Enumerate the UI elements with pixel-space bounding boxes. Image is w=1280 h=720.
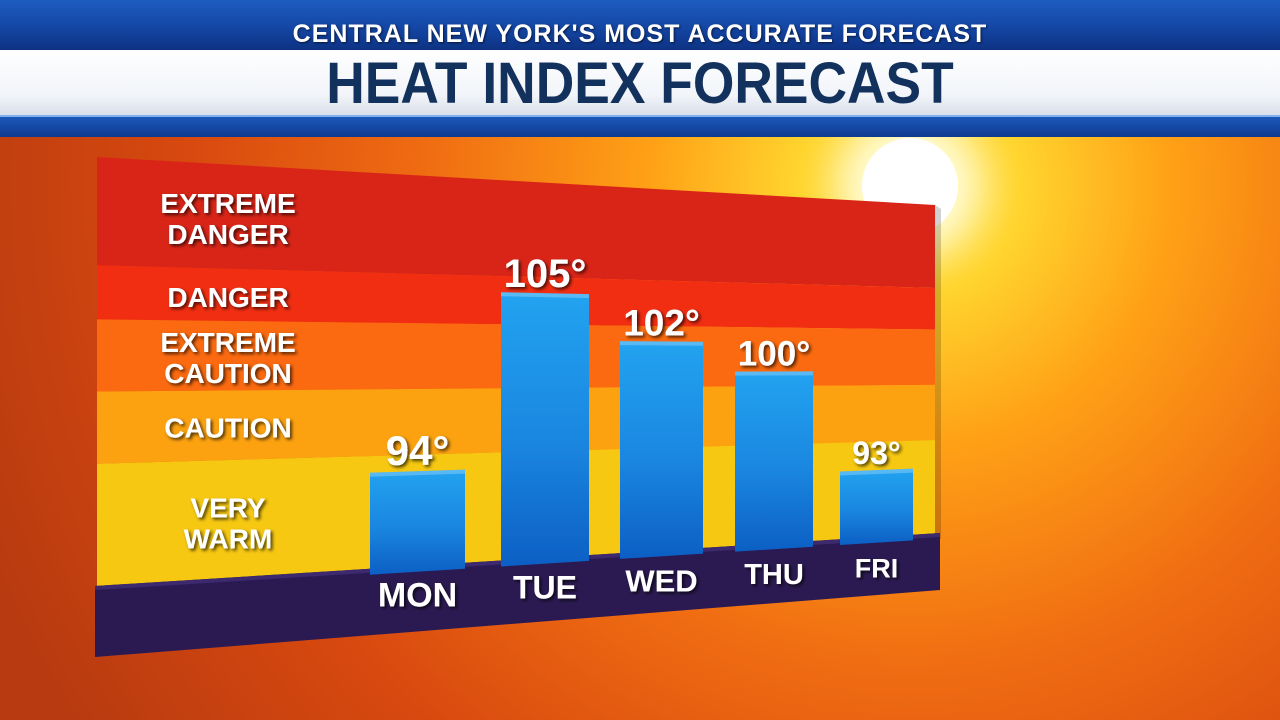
bar-top <box>840 468 913 476</box>
zone-label: DANGER <box>167 219 288 250</box>
zone-label: CAUTION <box>164 412 292 443</box>
page-title: HEAT INDEX FORECAST <box>326 51 954 116</box>
bar-top <box>620 341 703 346</box>
zone-label: EXTREME <box>160 188 295 219</box>
bar-top <box>501 292 589 299</box>
zone-label: EXTREME <box>160 327 295 358</box>
bar-top <box>735 371 813 376</box>
zone-label: DANGER <box>167 282 288 313</box>
labels: 94° MON 105° TUE 102° WED 100° THU 93° FRI EXTREME… <box>160 188 900 615</box>
day-label-fri: FRI <box>855 554 899 584</box>
zone-label: VERY <box>190 492 266 523</box>
bars <box>370 292 913 575</box>
day-label-mon: MON <box>378 577 457 615</box>
bar-thu <box>735 371 813 552</box>
title-banner <box>0 50 1280 115</box>
value-label: 94° <box>386 427 450 474</box>
bar-mon <box>370 469 465 575</box>
day-label-tue: TUE <box>513 570 577 606</box>
value-label: 102° <box>623 302 700 343</box>
zone-label: CAUTION <box>164 358 292 389</box>
panel-edge <box>935 205 941 539</box>
header-subtitle: CENTRAL NEW YORK'S MOST ACCURATE FORECAS… <box>292 20 988 48</box>
value-label: 100° <box>738 334 810 373</box>
top-banner <box>0 0 1280 50</box>
bar-top <box>370 469 465 477</box>
bar-fri <box>840 468 913 546</box>
zone-label: WARM <box>184 523 273 554</box>
day-label-thu: THU <box>744 559 804 591</box>
bar-tue <box>501 292 589 567</box>
value-label: 105° <box>504 252 587 296</box>
zone-band <box>97 157 935 288</box>
banner-divider <box>0 115 1280 137</box>
day-label-wed: WED <box>625 563 697 598</box>
value-label: 93° <box>852 435 900 471</box>
bar-wed <box>620 341 703 559</box>
chart-floor <box>95 533 940 657</box>
